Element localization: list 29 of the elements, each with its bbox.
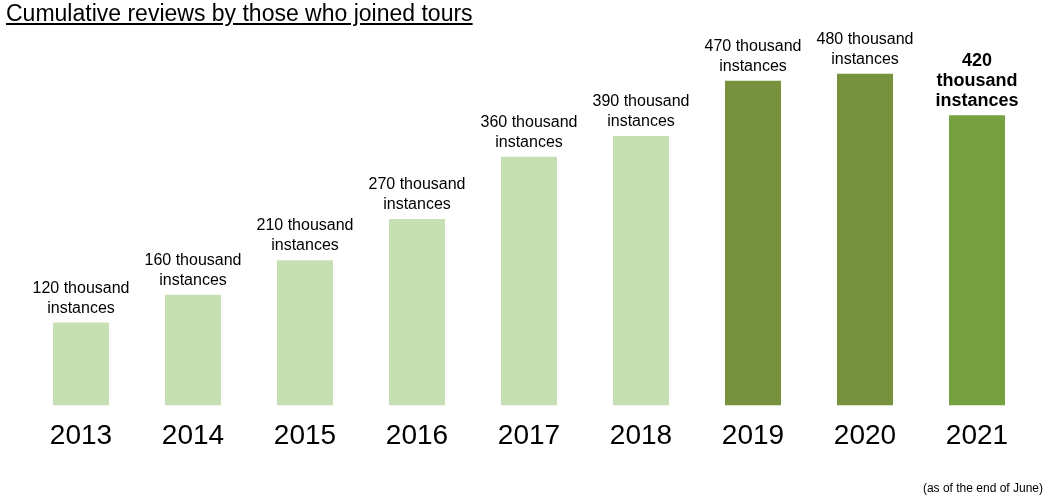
- x-tick-label: 2017: [497, 418, 561, 450]
- chart-title: Cumulative reviews by those who joined tours: [6, 0, 473, 26]
- data-label: 210 thousand instances: [255, 215, 355, 256]
- bar: [389, 218, 445, 406]
- x-tick-label: 2014: [161, 418, 225, 450]
- text: (as of the end of June): [922, 481, 1043, 495]
- bar: [837, 73, 893, 406]
- data-label: 160 thousand instances: [143, 249, 243, 290]
- data-label: 390 thousand instances: [591, 91, 691, 131]
- x-tick-label: 2013: [49, 418, 113, 450]
- data-label: 480 thousand instances: [815, 28, 915, 69]
- data-label: 120 thousand instances: [31, 277, 131, 318]
- bar: [725, 80, 781, 406]
- bar: [165, 294, 221, 406]
- bar: [949, 115, 1005, 406]
- data-label: 420 thousand instances: [934, 50, 1020, 111]
- x-tick-label: 2015: [273, 418, 337, 450]
- x-tick-label: 2021: [945, 418, 1009, 450]
- bar: [277, 260, 333, 406]
- x-tick-label: 2020: [833, 418, 897, 450]
- data-label: 270 thousand instances: [367, 173, 467, 214]
- bar: [613, 135, 669, 406]
- x-tick-label: 2018: [609, 418, 673, 450]
- data-label: 470 thousand instances: [703, 35, 803, 76]
- x-tick-label: 2016: [385, 418, 449, 450]
- x-tick-label: 2019: [721, 418, 785, 450]
- data-label: 360 thousand instances: [479, 111, 579, 152]
- bar: [501, 156, 557, 406]
- bar: [53, 322, 109, 406]
